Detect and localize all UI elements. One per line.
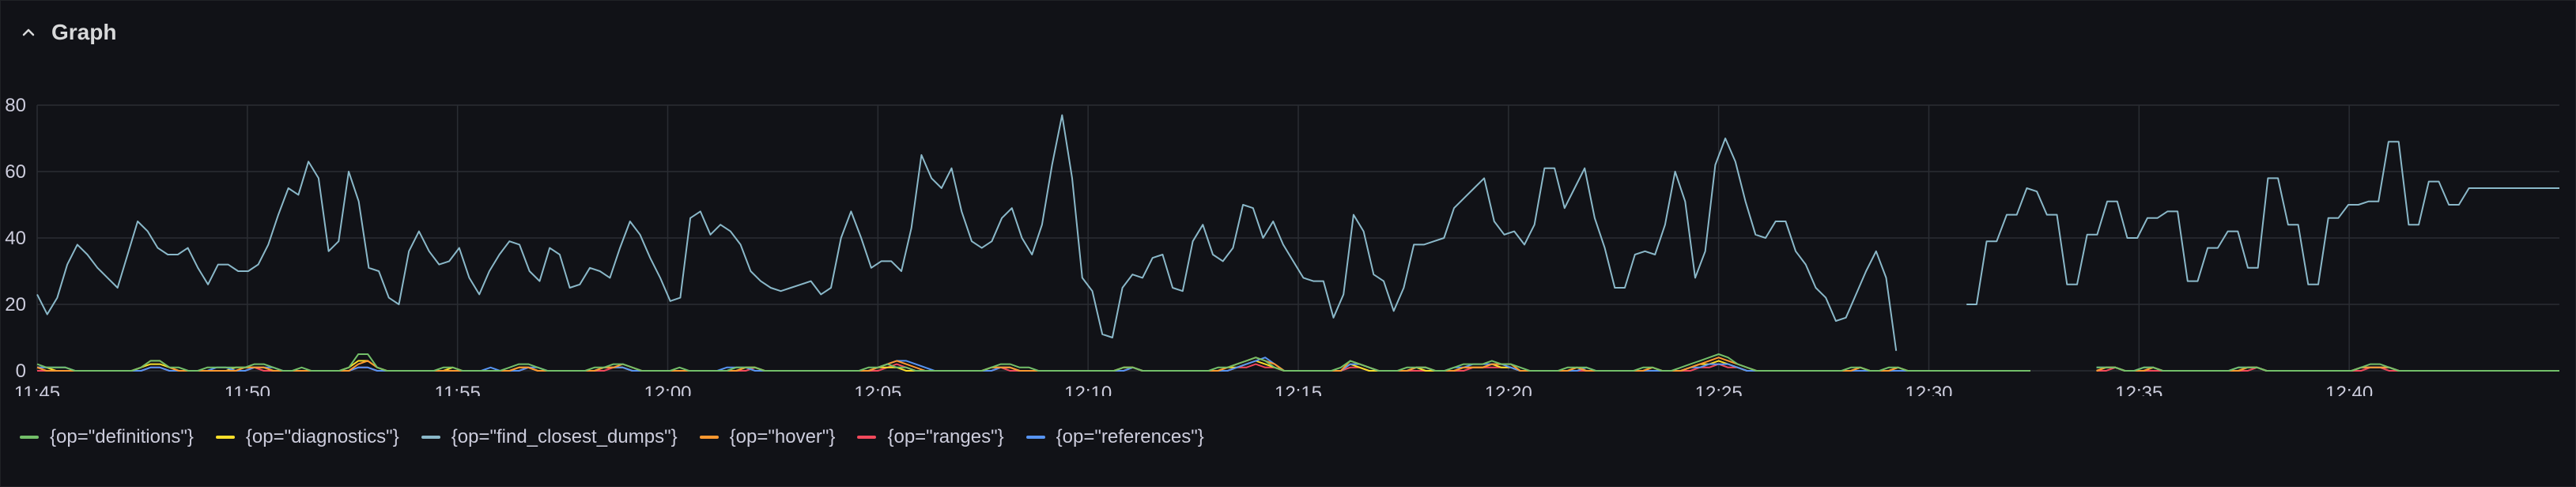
legend-label: {op="hover"} — [729, 426, 836, 447]
x-tick-label: 11:45 — [14, 383, 60, 396]
legend-swatch — [215, 436, 235, 439]
x-tick-label: 12:00 — [644, 383, 691, 396]
legend-label: {op="references"} — [1056, 426, 1204, 447]
legend-swatch — [1025, 436, 1045, 439]
chevron-up-icon[interactable] — [17, 21, 40, 44]
y-tick-label: 80 — [5, 95, 26, 116]
legend-swatch — [20, 436, 39, 439]
y-tick-label: 0 — [16, 361, 26, 382]
x-tick-label: 12:10 — [1064, 383, 1112, 396]
x-tick-label: 11:50 — [225, 383, 270, 396]
x-tick-label: 12:05 — [854, 383, 901, 396]
legend-item[interactable]: {op="references"} — [1025, 426, 1204, 448]
legend-item[interactable]: {op="diagnostics"} — [215, 426, 399, 448]
series-line-find-closest-dumps — [36, 114, 2559, 351]
legend-label: {op="ranges"} — [887, 426, 1004, 447]
x-tick-label: 12:25 — [1695, 383, 1743, 396]
legend-item[interactable]: {op="hover"} — [699, 426, 836, 448]
legend-label: {op="definitions"} — [50, 426, 194, 447]
legend-swatch — [699, 436, 719, 439]
time-series-chart[interactable]: 0 20 40 60 80 11:45 11:50 11:55 12:00 12:05 12:10 1… — [1, 88, 2576, 396]
y-tick-label: 20 — [5, 294, 26, 315]
panel-title: Graph — [51, 20, 117, 44]
x-tick-label: 12:35 — [2115, 383, 2162, 396]
legend-item[interactable]: {op="definitions"} — [20, 426, 194, 448]
legend-item[interactable]: {op="find_closest_dumps"} — [421, 426, 678, 448]
legend-label: {op="diagnostics"} — [245, 426, 399, 447]
x-tick-label: 12:15 — [1275, 383, 1322, 396]
chart-legend: {op="definitions"} {op="diagnostics"} {op=… — [20, 426, 1226, 448]
x-tick-label: 12:30 — [1905, 383, 1952, 396]
legend-item[interactable]: {op="ranges"} — [857, 426, 1004, 448]
y-tick-label: 60 — [5, 161, 26, 183]
legend-label: {op="find_closest_dumps"} — [451, 426, 678, 447]
y-tick-label: 40 — [5, 228, 26, 249]
series-line-definitions — [36, 353, 2559, 372]
legend-swatch — [421, 436, 440, 439]
panel-header[interactable]: Graph — [17, 15, 116, 50]
series-group — [36, 114, 2559, 372]
x-tick-label: 11:55 — [435, 383, 481, 396]
legend-swatch — [857, 436, 877, 439]
x-tick-label: 12:20 — [1485, 383, 1532, 396]
x-tick-label: 12:40 — [2325, 383, 2373, 396]
